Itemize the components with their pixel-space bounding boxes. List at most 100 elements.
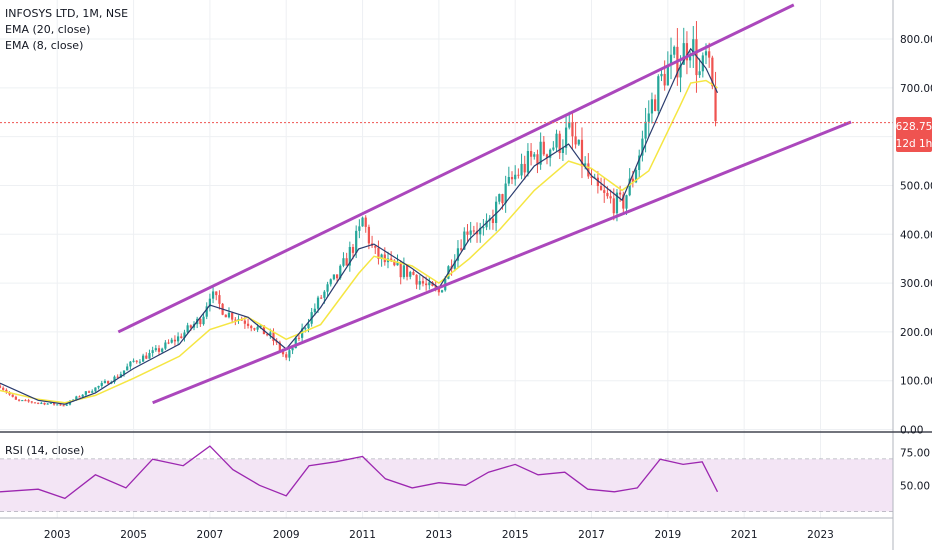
candle-body [243,320,246,324]
y-tick-label: 500.00 [900,180,932,192]
candle-body [40,402,43,404]
candle-body [631,178,634,183]
candle-body [634,169,638,183]
candle-body [52,402,56,405]
candle-body [0,385,2,388]
candle-body [361,217,364,227]
candle-body [211,291,215,299]
candle-body [313,308,316,313]
candle-body [2,387,5,390]
candle-body [692,39,695,57]
ema-8-line [0,47,719,405]
candle-body [329,279,332,285]
candle-body [682,43,685,65]
candle-body [21,400,24,402]
candle-body [14,396,18,400]
candle-body [208,298,212,307]
candle-body [654,99,657,111]
candle-body [539,141,542,165]
candle-body [685,43,689,61]
candle-body [113,376,116,383]
candle-body [11,394,14,397]
candle-body [237,318,240,320]
ema-20-legend[interactable]: EMA (20, close) [5,23,91,36]
candle-body [17,399,21,401]
rsi-band [0,459,893,512]
candle-body [491,218,495,224]
candle-body [564,127,568,148]
channel-upper-line[interactable] [117,3,795,334]
candle-body [215,291,218,296]
x-tick-label: 2011 [349,529,376,541]
candle-body [660,73,663,77]
candle-body [154,348,157,351]
candle-body [326,284,329,292]
candle-body [529,151,533,157]
candle-body [431,282,434,286]
ema-8-legend[interactable]: EMA (8, close) [5,39,84,52]
candle-body [285,354,288,358]
candle-body [100,382,103,386]
candle-body [609,196,612,199]
candle-body [186,325,189,333]
x-tick-label: 2023 [807,529,834,541]
candle-body [625,195,628,209]
candle-body [288,350,291,358]
candle-body [145,355,148,359]
candle-body [189,325,192,328]
candle-body [641,138,644,156]
rsi-axis[interactable]: 50.00 75.00 [900,448,930,493]
candle-body [141,355,145,362]
candle-body [148,353,151,359]
candle-body [304,328,307,330]
time-axis[interactable]: 2003 2005 2007 2009 2011 2013 2015 2017 2019 2021… [44,529,834,541]
candle-body [644,121,647,139]
candle-body [460,248,463,250]
candle-body [116,376,119,378]
candle-body [669,54,673,66]
candle-body [33,402,37,404]
candle-body [704,51,708,56]
candle-body [27,400,30,402]
candle-body [135,360,138,362]
candle-body [345,258,348,266]
y-tick-label: 200.00 [900,327,932,339]
candle-body [65,404,68,406]
rsi-line [0,445,719,500]
candle-body [339,265,342,279]
candle-body [5,389,8,393]
price-axis[interactable]: 0.00100.00200.00300.00400.00500.00600.00… [900,34,932,437]
channel-lower-line[interactable] [152,120,852,405]
candle-body [393,260,396,266]
candle-body [250,325,253,329]
x-tick-label: 2003 [44,529,71,541]
candle-body [320,297,323,299]
candle-body [469,230,472,235]
candle-body [56,404,59,406]
candle-body [494,201,498,224]
candle-body [256,326,259,330]
candle-body [466,231,469,235]
grid [0,0,893,518]
candle-body [199,318,202,325]
candle-body [49,402,52,404]
candle-body [78,396,81,398]
candle-body [510,176,514,180]
x-tick-label: 2015 [502,529,529,541]
rsi-legend[interactable]: RSI (14, close) [5,444,85,457]
candle-body [533,154,536,157]
candle-body [520,163,523,176]
candle-body [482,227,485,229]
candle-body [170,339,173,343]
symbol-title[interactable]: INFOSYS LTD, 1M, NSE [5,7,129,20]
candle-body [650,99,654,114]
candle-body [485,220,488,228]
rsi-tick-label: 75.00 [900,448,930,460]
candle-body [599,186,603,191]
candle-body [259,325,262,327]
candle-body [479,227,482,235]
candle-body [536,154,539,165]
candle-body [549,149,552,158]
bar-countdown: 12d 1h [896,138,932,150]
candle-body [472,230,475,232]
